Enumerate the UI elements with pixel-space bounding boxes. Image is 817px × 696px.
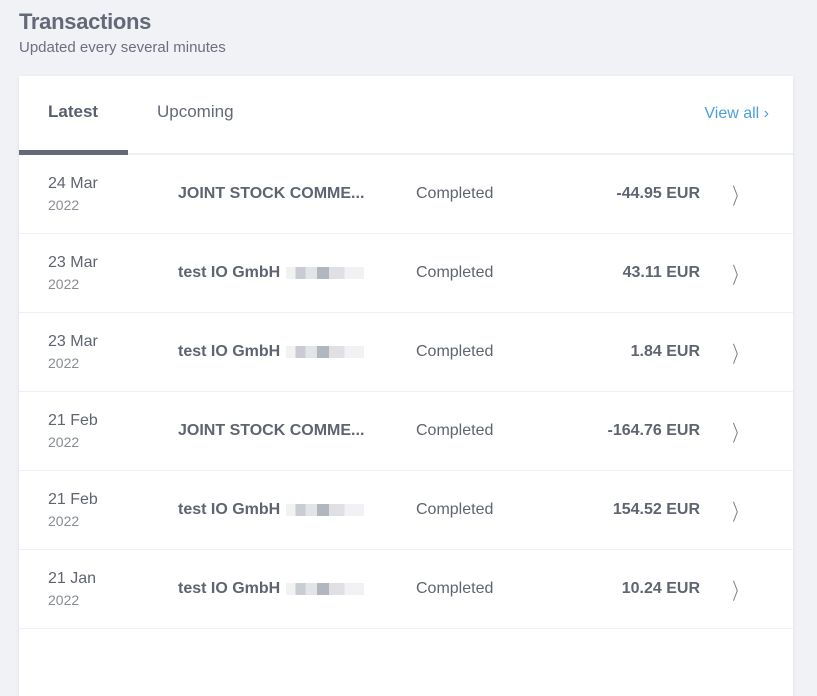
transaction-date: 21 Jan (48, 570, 97, 587)
transaction-amount: 1.84 EUR (630, 343, 700, 360)
transaction-year: 2022 (48, 355, 80, 371)
transaction-counterparty: test IO GmbH (178, 580, 365, 598)
counterparty-name: JOINT STOCK COMME... (178, 185, 365, 202)
counterparty-name: test IO GmbH (178, 264, 281, 281)
view-all-link[interactable]: View all › (704, 105, 769, 122)
page-title: Transactions (19, 9, 152, 34)
redacted-text (286, 582, 365, 595)
transaction-status: Completed (416, 185, 494, 202)
transaction-year: 2022 (48, 592, 80, 608)
page-subtitle: Updated every several minutes (19, 39, 226, 56)
chevron-right-icon: 〉 (732, 263, 746, 288)
chevron-right-icon: 〉 (732, 342, 746, 367)
transaction-date: 24 Mar (48, 175, 98, 192)
transaction-date: 21 Feb (48, 412, 98, 429)
redacted-text (286, 266, 365, 279)
redacted-text (286, 345, 365, 358)
transaction-amount: -44.95 EUR (616, 185, 700, 202)
transaction-row[interactable]: 21 Feb 2022 test IO GmbH Completed 154.5… (19, 471, 793, 550)
transaction-counterparty: JOINT STOCK COMME... (178, 185, 364, 203)
chevron-right-icon: 〉 (732, 421, 746, 446)
transaction-row[interactable]: 24 Mar 2022 JOINT STOCK COMME... Complet… (19, 155, 793, 234)
transaction-counterparty: test IO GmbH (178, 343, 365, 361)
transaction-list: 24 Mar 2022 JOINT STOCK COMME... Complet… (19, 155, 793, 629)
transaction-year: 2022 (48, 197, 80, 213)
tab-upcoming[interactable]: Upcoming (157, 102, 234, 121)
active-tab-indicator (19, 150, 128, 155)
transaction-year: 2022 (48, 276, 80, 292)
transaction-status: Completed (416, 343, 494, 360)
chevron-right-icon: 〉 (732, 500, 746, 525)
transaction-status: Completed (416, 501, 494, 518)
transaction-year: 2022 (48, 513, 80, 529)
counterparty-name: test IO GmbH (178, 501, 281, 518)
transaction-row[interactable]: 23 Mar 2022 test IO GmbH Completed 43.11… (19, 234, 793, 313)
chevron-right-icon: 〉 (732, 184, 746, 209)
transaction-row[interactable]: 21 Feb 2022 JOINT STOCK COMME... Complet… (19, 392, 793, 471)
transaction-status: Completed (416, 422, 494, 439)
counterparty-name: JOINT STOCK COMME... (178, 422, 365, 439)
counterparty-name: test IO GmbH (178, 343, 281, 360)
chevron-right-icon: 〉 (732, 579, 746, 604)
redacted-text (286, 503, 365, 516)
transaction-amount: 10.24 EUR (621, 580, 700, 597)
transaction-amount: 154.52 EUR (612, 501, 700, 518)
transaction-year: 2022 (48, 434, 80, 450)
transaction-status: Completed (416, 264, 494, 281)
transaction-counterparty: JOINT STOCK COMME... (178, 422, 364, 440)
transaction-amount: 43.11 EUR (622, 264, 700, 281)
transactions-card: Latest Upcoming View all › 24 Mar 2022 J… (19, 76, 793, 696)
transaction-row[interactable]: 21 Jan 2022 test IO GmbH Completed 10.24… (19, 550, 793, 629)
tab-bar: Latest Upcoming View all › (19, 76, 793, 155)
transaction-date: 23 Mar (48, 333, 98, 350)
transaction-row[interactable]: 23 Mar 2022 test IO GmbH Completed 1.84 … (19, 313, 793, 392)
transaction-date: 21 Feb (48, 491, 98, 508)
transaction-date: 23 Mar (48, 254, 98, 271)
transaction-amount: -164.76 EUR (607, 422, 701, 439)
transaction-counterparty: test IO GmbH (178, 501, 365, 519)
transaction-status: Completed (416, 580, 494, 597)
transaction-counterparty: test IO GmbH (178, 264, 365, 282)
counterparty-name: test IO GmbH (178, 580, 281, 597)
tab-latest[interactable]: Latest (48, 102, 99, 121)
